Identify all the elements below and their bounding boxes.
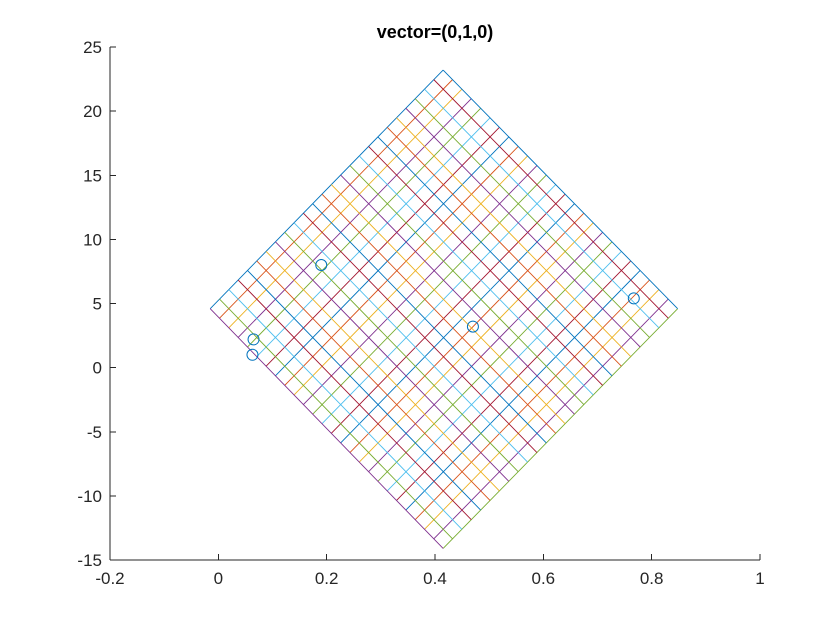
y-tick-label: 20	[83, 102, 102, 121]
mesh-line-b	[312, 203, 547, 444]
mesh-line-b	[396, 117, 632, 357]
x-tick-label: 0.6	[532, 569, 556, 588]
mesh-line-a	[386, 251, 622, 492]
data-point	[315, 259, 328, 272]
y-tick-label: 10	[83, 230, 102, 249]
mesh-line-b	[349, 165, 585, 405]
mesh-line-b	[340, 174, 575, 415]
mesh-line-a	[312, 174, 547, 415]
mesh-line-a	[209, 69, 444, 309]
x-tick-label: 0.2	[315, 569, 339, 588]
mesh-line-a	[433, 298, 669, 540]
mesh-line-b	[321, 193, 557, 434]
mesh-line-b	[284, 231, 519, 473]
mesh-line-b	[275, 241, 510, 482]
x-tick-label: 0.8	[640, 569, 664, 588]
x-tick-label: 1	[755, 569, 764, 588]
data-point	[247, 333, 260, 346]
x-tick-label: 0	[214, 569, 223, 588]
data-point	[627, 292, 640, 305]
mesh-line-b	[368, 146, 603, 386]
mesh-line-b	[405, 107, 641, 348]
mesh-line-a	[358, 222, 594, 463]
mesh-line-a	[405, 270, 641, 511]
y-tick-label: 0	[93, 359, 102, 378]
mesh-line-a	[219, 79, 453, 319]
mesh-line-a	[293, 155, 528, 396]
mesh-line-a	[396, 260, 632, 501]
mesh-line-a	[414, 279, 650, 520]
mesh-line-b	[331, 184, 566, 425]
x-ticks: -0.2 0 0.2 0.4 0.6 0.8 1	[95, 554, 765, 588]
mesh-line-b	[219, 298, 453, 540]
y-ticks: -15 -10 -5 0 5 10 15 20 25	[77, 38, 116, 570]
mesh-line-b	[424, 88, 660, 329]
mesh-line-b	[377, 136, 613, 377]
mesh-line-b	[293, 222, 528, 463]
mesh-line-b	[228, 289, 463, 530]
mesh-line-b	[433, 79, 669, 319]
mesh-line-a	[349, 212, 585, 453]
mesh-line-a	[368, 231, 603, 473]
axes	[109, 47, 760, 561]
mesh-line-a	[265, 127, 500, 367]
y-tick-label: 15	[83, 166, 102, 185]
mesh-line-a	[284, 146, 519, 386]
mesh-line-b	[265, 251, 500, 492]
y-tick-label: 25	[83, 38, 102, 57]
mesh-line-b	[358, 155, 594, 396]
mesh-layer	[209, 69, 678, 549]
mesh-line-a	[303, 165, 538, 405]
y-tick-label: -15	[77, 551, 102, 570]
mesh-line-b	[303, 212, 538, 453]
data-point	[246, 348, 259, 361]
y-tick-label: -10	[77, 487, 102, 506]
mesh-line-a	[424, 289, 660, 530]
mesh-line-a	[340, 203, 575, 444]
mesh-line-b	[442, 69, 678, 309]
mesh-line-a	[331, 193, 566, 434]
mesh-line-b	[386, 127, 622, 367]
mesh-line-b	[256, 260, 491, 501]
x-tick-label: 0.4	[423, 569, 447, 588]
mesh-line-a	[247, 107, 481, 348]
mesh-line-a	[377, 241, 613, 482]
x-tick-label: -0.2	[95, 569, 124, 588]
mesh-line-b	[209, 308, 444, 549]
mesh-line-b	[237, 279, 472, 520]
mesh-line-a	[275, 136, 510, 377]
y-tick-label: 5	[93, 295, 102, 314]
data-point	[466, 320, 479, 333]
data-points	[246, 259, 640, 361]
mesh-line-a	[256, 117, 491, 357]
mesh-line-a	[228, 88, 463, 329]
y-tick-label: -5	[87, 423, 102, 442]
mesh-line-a	[442, 308, 678, 549]
chart-title: vector=(0,1,0)	[377, 22, 494, 42]
mesh-line-a	[237, 98, 472, 338]
mesh-line-b	[247, 270, 481, 511]
mesh-line-b	[414, 98, 650, 338]
mesh-line-a	[321, 184, 557, 425]
